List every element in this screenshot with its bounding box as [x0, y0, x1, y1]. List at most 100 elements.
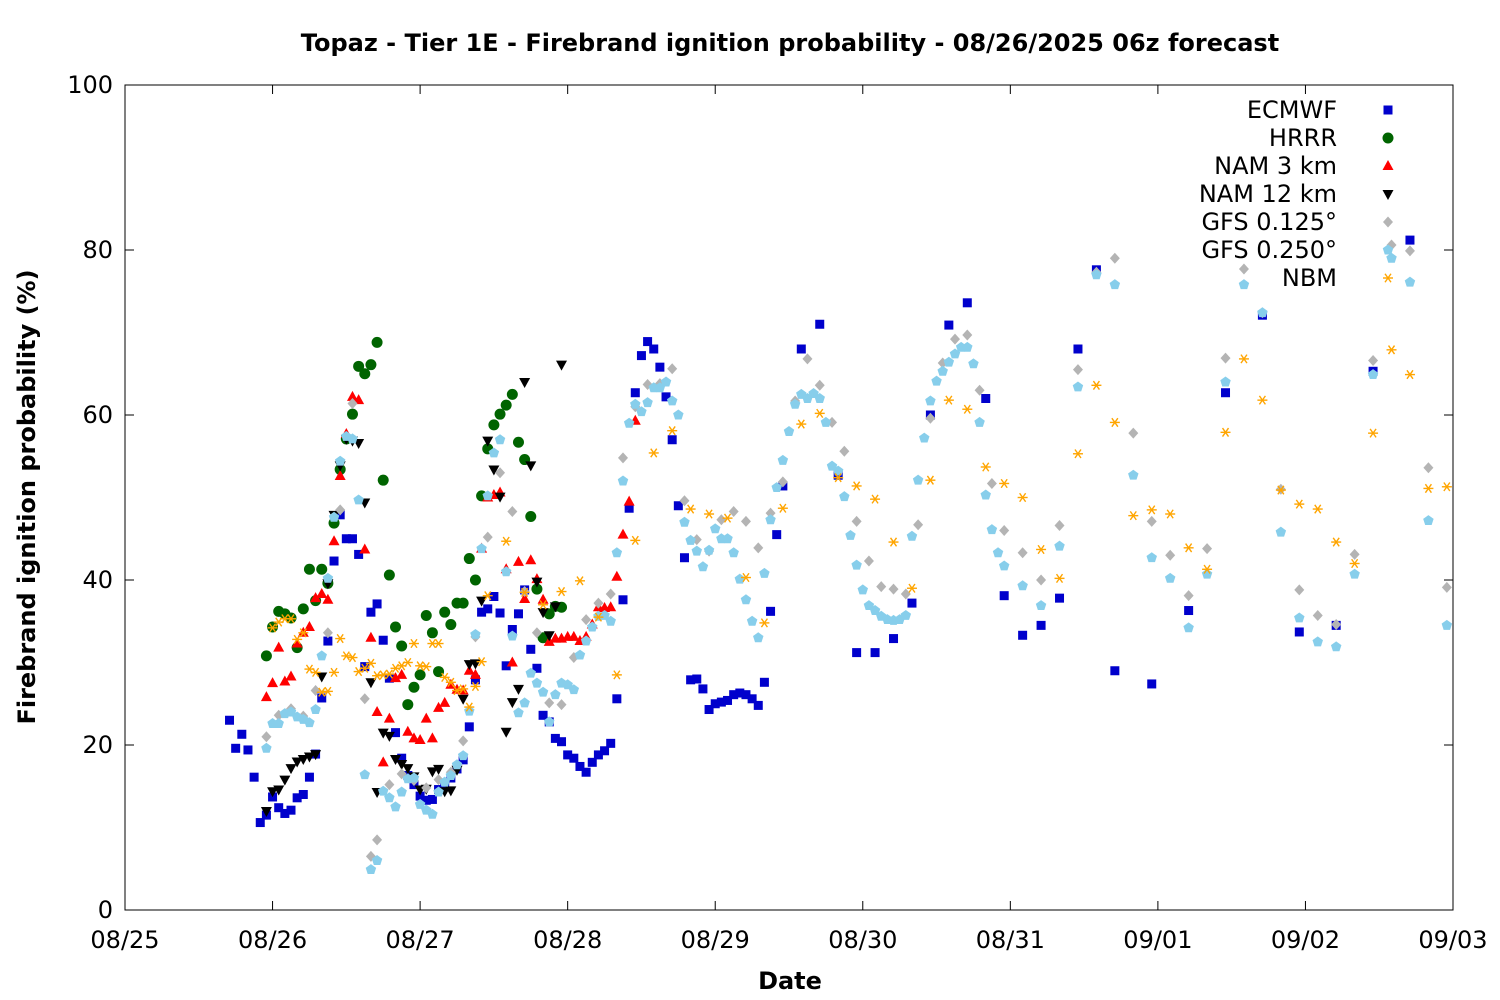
data-point: [537, 608, 549, 619]
y-tick-label: 60: [82, 401, 113, 429]
data-point: [408, 638, 419, 649]
data-point: [519, 592, 531, 603]
data-point: [1183, 543, 1194, 553]
data-point: [1109, 252, 1120, 264]
x-tick-label: 08/28: [533, 926, 602, 954]
data-point: [1330, 641, 1342, 652]
data-point: [525, 510, 537, 522]
data-point: [900, 588, 911, 600]
data-point: [372, 599, 382, 609]
data-point: [1202, 564, 1213, 574]
legend-marker: [1383, 273, 1393, 283]
data-point: [1404, 276, 1416, 287]
data-point: [402, 725, 414, 736]
data-point: [753, 700, 763, 710]
data-point: [1331, 619, 1342, 631]
data-point: [426, 767, 438, 778]
data-point: [1091, 269, 1102, 280]
data-point: [574, 649, 586, 660]
series-gfs-0-250: [261, 252, 1453, 875]
data-point: [316, 687, 327, 697]
data-point: [716, 697, 726, 707]
data-point: [544, 697, 555, 709]
data-point: [316, 563, 328, 575]
data-point: [543, 716, 555, 727]
data-point: [949, 348, 961, 359]
data-point: [568, 630, 580, 641]
data-point: [525, 554, 537, 565]
data-point: [839, 445, 850, 457]
data-point: [371, 855, 383, 865]
data-point: [986, 477, 997, 489]
data-point: [543, 631, 555, 642]
data-point: [482, 591, 493, 601]
data-point: [433, 666, 445, 678]
data-point: [353, 494, 364, 505]
data-point: [556, 699, 567, 711]
data-point: [624, 503, 634, 513]
data-point: [285, 764, 297, 775]
data-point: [593, 597, 604, 609]
data-point: [630, 388, 640, 398]
data-point: [512, 684, 524, 695]
data-point: [906, 583, 917, 593]
data-point: [563, 750, 573, 760]
data-point: [550, 689, 561, 700]
data-point: [876, 581, 887, 593]
data-point: [580, 635, 592, 646]
data-point: [759, 618, 770, 628]
data-point: [569, 753, 579, 763]
data-point: [525, 667, 537, 678]
data-point: [931, 375, 942, 386]
data-point: [981, 394, 991, 403]
series-hrrr: [260, 336, 568, 711]
data-point: [968, 358, 979, 369]
data-point: [310, 592, 322, 603]
data-point: [888, 583, 899, 595]
data-point: [506, 698, 518, 709]
data-point: [531, 627, 542, 639]
data-point: [1072, 381, 1084, 392]
data-point: [777, 503, 788, 513]
data-point: [458, 735, 469, 747]
data-point: [501, 536, 512, 546]
data-point: [322, 572, 334, 583]
data-point: [365, 658, 376, 668]
x-tick-label: 08/30: [828, 926, 897, 954]
x-tick-label: 09/01: [1123, 926, 1192, 954]
data-point: [359, 693, 370, 705]
data-point: [408, 772, 420, 783]
data-point: [477, 607, 487, 617]
data-point: [273, 718, 284, 728]
data-point: [1220, 376, 1231, 387]
data-point: [482, 436, 494, 447]
data-point: [310, 750, 322, 761]
data-point: [347, 534, 357, 544]
chart-title: Topaz - Tier 1E - Firebrand ignition pro…: [301, 29, 1279, 57]
data-point: [421, 661, 432, 672]
data-point: [796, 344, 806, 354]
data-point: [267, 677, 279, 688]
data-point: [913, 519, 924, 531]
x-tick-label: 08/26: [238, 926, 307, 954]
data-point: [649, 344, 659, 354]
y-tick-label: 40: [82, 566, 113, 594]
legend-marker: [1382, 160, 1394, 170]
data-point: [426, 732, 438, 743]
data-point: [1423, 462, 1434, 474]
legend-label: HRRR: [1269, 124, 1337, 152]
data-point: [365, 631, 377, 642]
data-point: [562, 679, 573, 690]
data-point: [1441, 482, 1452, 492]
data-point: [464, 702, 475, 712]
data-point: [464, 705, 475, 716]
data-point: [1201, 568, 1213, 579]
data-point: [642, 397, 653, 408]
data-point: [322, 686, 333, 697]
data-point: [476, 596, 488, 607]
data-point: [261, 742, 272, 753]
data-point: [1147, 679, 1157, 689]
data-point: [974, 384, 985, 396]
data-point: [870, 494, 881, 504]
